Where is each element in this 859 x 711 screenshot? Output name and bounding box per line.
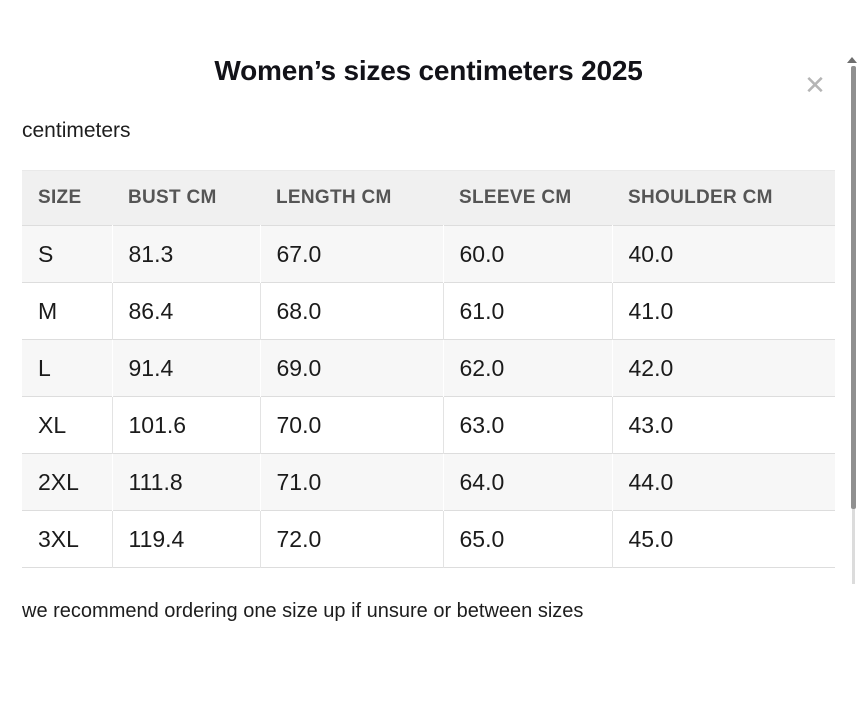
measurement-cell: 71.0 <box>259 453 443 511</box>
measurement-cell: 81.3 <box>111 225 260 283</box>
measurement-cell: 62.0 <box>442 339 612 397</box>
size-table-header-row: SIZE BUST CM LENGTH CM SLEEVE CM SHOULDER CM <box>22 170 835 226</box>
measurement-cell: 44.0 <box>611 453 835 511</box>
modal-title: Women’s sizes centimeters 2025 <box>214 55 643 86</box>
column-header: SHOULDER CM <box>612 170 835 226</box>
size-cell: XL <box>38 411 67 438</box>
size-cell: 2XL <box>38 468 79 495</box>
close-icon: ✕ <box>804 71 826 101</box>
measurement-cell: 45.0 <box>611 510 835 568</box>
size-cell: S <box>38 240 54 267</box>
measurement-cell: 86.4 <box>111 282 260 340</box>
measurement-cell: 65.0 <box>442 510 612 568</box>
measurement-cell: 43.0 <box>611 396 835 454</box>
table-row: 3XL 119.4 72.0 65.0 45.0 <box>22 510 835 568</box>
scrollbar-thumb[interactable] <box>851 66 856 509</box>
table-row: L 91.4 69.0 62.0 42.0 <box>22 339 835 397</box>
column-header: BUST CM <box>112 170 260 226</box>
size-cell: L <box>38 354 51 381</box>
table-row: XL 101.6 70.0 63.0 43.0 <box>22 396 835 454</box>
measurement-cell: 64.0 <box>442 453 612 511</box>
close-button[interactable]: ✕ <box>797 68 833 104</box>
table-row: S 81.3 67.0 60.0 40.0 <box>22 225 835 283</box>
size-chart-modal: ✕ Women’s sizes centimeters 2025 centime… <box>0 54 859 624</box>
measurement-cell: 61.0 <box>442 282 612 340</box>
measurement-cell: 119.4 <box>111 510 260 568</box>
size-table: SIZE BUST CM LENGTH CM SLEEVE CM SHOULDER CM… <box>22 170 835 568</box>
size-cell: M <box>38 297 58 324</box>
measurement-cell: 101.6 <box>111 396 260 454</box>
measurement-cell: 69.0 <box>259 339 443 397</box>
measurement-cell: 67.0 <box>259 225 443 283</box>
measurement-cell: 111.8 <box>111 453 260 511</box>
footer-note: we recommend ordering one size up if uns… <box>22 600 584 622</box>
column-header: LENGTH CM <box>260 170 443 226</box>
unit-label: centimeters <box>22 119 131 142</box>
measurement-cell: 60.0 <box>442 225 612 283</box>
size-cell: 3XL <box>38 525 79 552</box>
measurement-cell: 72.0 <box>259 510 443 568</box>
measurement-cell: 68.0 <box>259 282 443 340</box>
measurement-cell: 42.0 <box>611 339 835 397</box>
measurement-cell: 40.0 <box>611 225 835 283</box>
measurement-cell: 70.0 <box>259 396 443 454</box>
column-header: SLEEVE CM <box>443 170 612 226</box>
measurement-cell: 63.0 <box>442 396 612 454</box>
table-row: M 86.4 68.0 61.0 41.0 <box>22 282 835 340</box>
measurement-cell: 41.0 <box>611 282 835 340</box>
size-table-body: S 81.3 67.0 60.0 40.0 M 86.4 68.0 61.0 41.0 L 91.4 6… <box>22 225 835 568</box>
table-row: 2XL 111.8 71.0 64.0 44.0 <box>22 453 835 511</box>
scrollbar-track[interactable] <box>852 509 855 584</box>
scroll-up-arrow-icon[interactable] <box>847 57 857 63</box>
column-header: SIZE <box>22 170 112 226</box>
measurement-cell: 91.4 <box>111 339 260 397</box>
